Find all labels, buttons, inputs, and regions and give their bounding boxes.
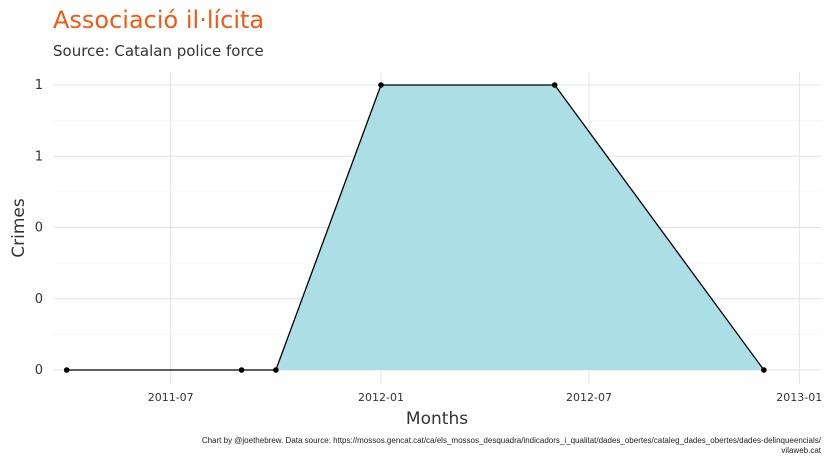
series-line xyxy=(66,84,765,371)
y-tick-label: 1 xyxy=(35,78,43,93)
area-layer xyxy=(66,84,765,371)
data-point xyxy=(273,367,279,373)
x-tick-label: 2011-07 xyxy=(148,391,194,404)
x-tick-label: 2012-07 xyxy=(566,391,612,404)
x-tick-label: 2012-01 xyxy=(358,391,404,404)
y-tick-label: 0 xyxy=(35,221,43,236)
chart-subtitle: Source: Catalan police force xyxy=(53,42,264,60)
data-point xyxy=(378,82,384,88)
y-tick-label: 0 xyxy=(35,292,43,307)
y-tick-labels: 0 0 0 1 1 xyxy=(35,78,43,378)
data-point xyxy=(238,367,245,373)
x-tick-label: 2013-01 xyxy=(776,391,822,404)
data-point xyxy=(63,367,70,373)
y-tick-label: 1 xyxy=(35,149,43,164)
chart-title: Associació il·lícita xyxy=(53,6,265,34)
data-point xyxy=(761,367,767,373)
caption-source: Chart by @joethebrew. Data source: https… xyxy=(201,436,821,445)
chart-caption: Chart by @joethebrew. Data source: https… xyxy=(202,436,821,456)
points-layer xyxy=(63,82,767,373)
area-fill xyxy=(66,85,764,370)
caption-site: vilaweb.cat xyxy=(781,446,821,455)
x-tick-labels: 2011-07 2012-01 2012-07 2013-01 xyxy=(148,391,823,404)
y-tick-label: 0 xyxy=(35,363,43,378)
data-point xyxy=(551,82,558,88)
x-axis-label: Months xyxy=(405,409,469,429)
